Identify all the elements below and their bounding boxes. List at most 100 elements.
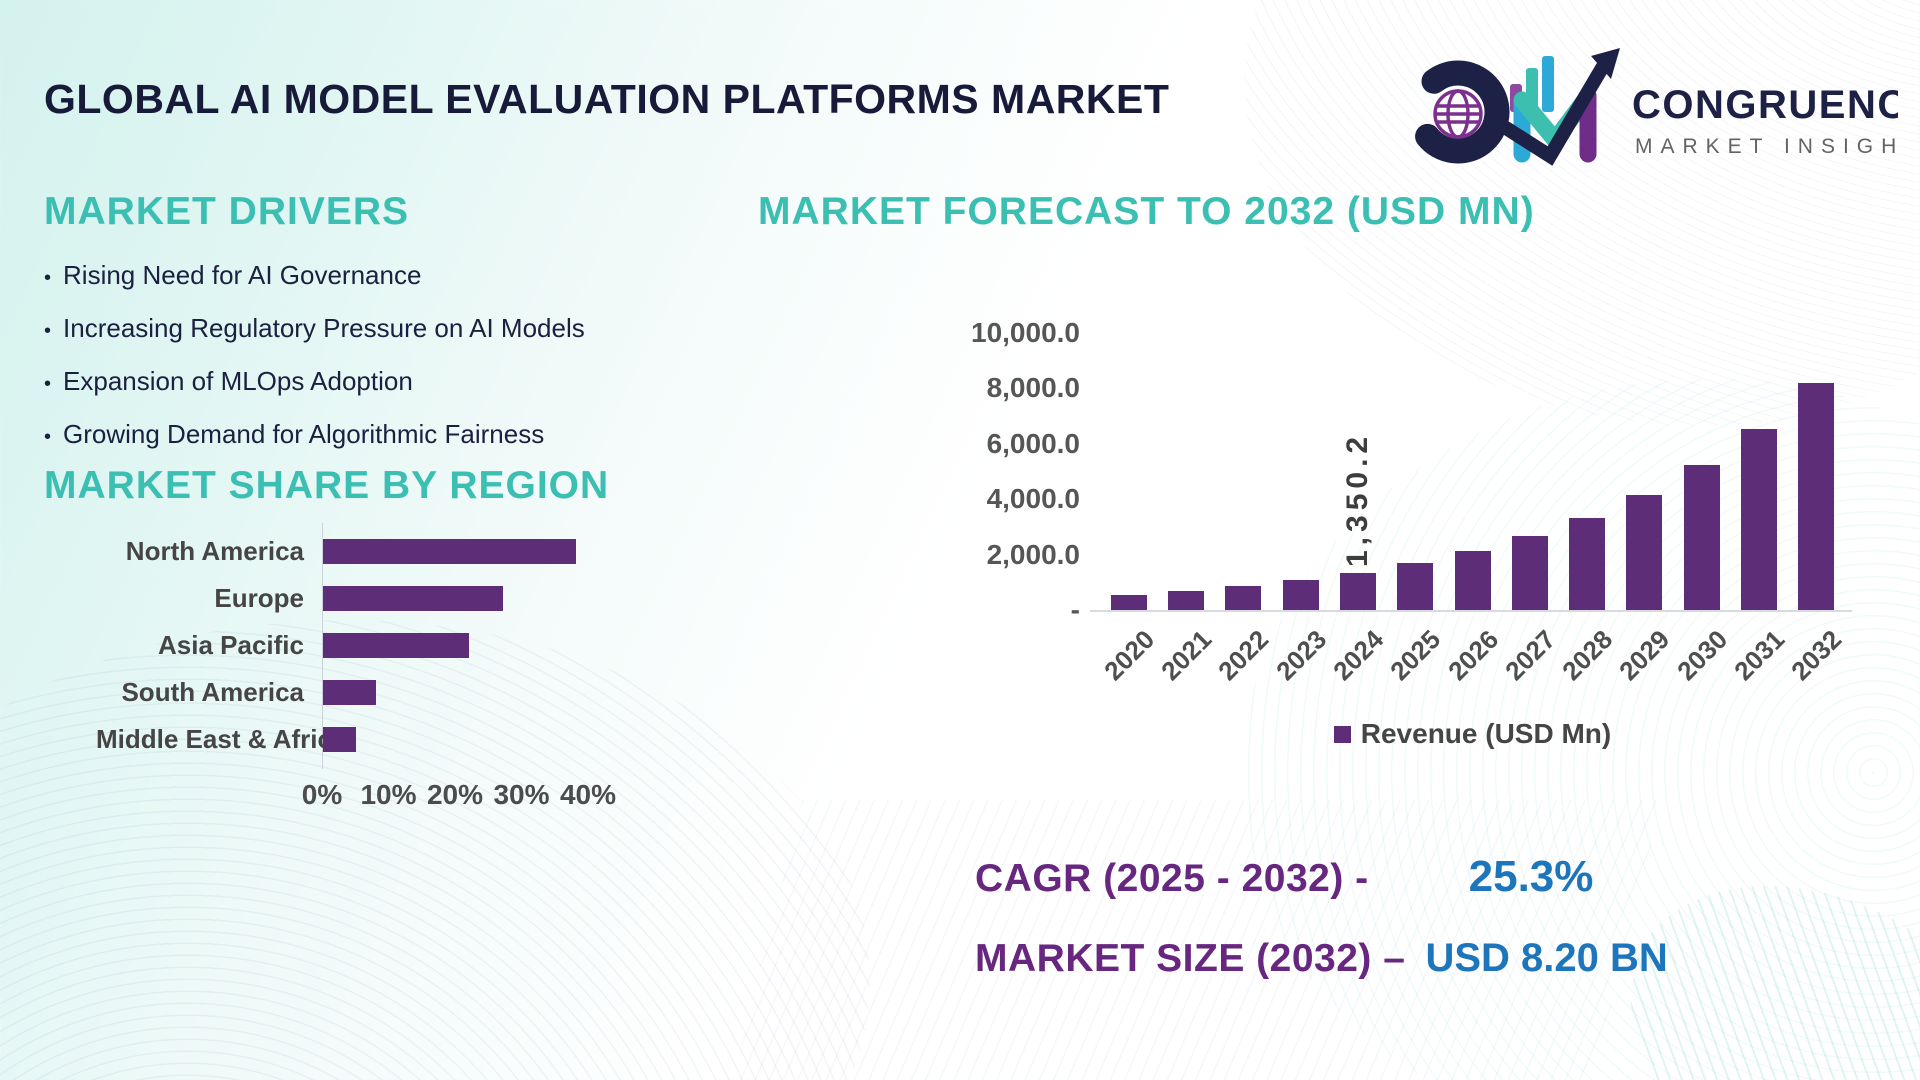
bullet-dot: •	[44, 320, 52, 342]
forecast-x-tick: 2029	[1613, 624, 1676, 687]
driver-item: • Growing Demand for Algorithmic Fairness	[44, 419, 704, 472]
bullet-dot: •	[44, 267, 52, 289]
logo-arrowhead	[1591, 48, 1620, 79]
forecast-x-tick: 2028	[1556, 624, 1619, 687]
legend-swatch	[1333, 725, 1351, 743]
forecast-x-tick: 2023	[1269, 624, 1332, 687]
congruence-logo: CONGRUENCE MARKET INSIGHTS	[1398, 36, 1920, 168]
forecast-x-tick: 2031	[1728, 624, 1791, 687]
driver-item: • Expansion of MLOps Adoption	[44, 366, 704, 419]
region-row: Europe	[96, 575, 716, 622]
market-forecast-heading: MARKET FORECAST TO 2032 (USD MN)	[758, 190, 1535, 233]
logo-m-mark	[1499, 61, 1609, 166]
region-axis-tick: 30%	[493, 779, 550, 810]
market-share-chart: North America Europe Asia Pacific South Ame…	[96, 523, 716, 827]
logo-c-mark	[1406, 60, 1510, 164]
bullet-dot: •	[44, 426, 52, 448]
forecast-bar-2026	[1454, 551, 1491, 610]
brand-name: CONGRUENCE	[1632, 83, 1898, 127]
region-chart-rows: North America Europe Asia Pacific South Ame…	[96, 528, 716, 763]
forecast-x-tick: 2021	[1155, 624, 1218, 687]
region-label: Middle East & Africa	[96, 724, 347, 754]
driver-text: Increasing Regulatory Pressure on AI Mod…	[63, 313, 585, 343]
forecast-y-tick: -	[1070, 594, 1080, 625]
forecast-bar-2022	[1225, 586, 1262, 610]
forecast-y-tick: 6,000.0	[986, 427, 1080, 459]
cagr-stat-line: CAGR (2025 - 2032) - 25.3%	[975, 852, 1593, 902]
forecast-x-tick: 2027	[1498, 624, 1562, 687]
market-size-value: USD 8.20 BN	[1425, 936, 1668, 980]
region-bar-track	[323, 727, 716, 752]
forecast-bar-2021	[1167, 590, 1204, 610]
logo-graphic: CONGRUENCE MARKET INSIGHTS	[1406, 48, 1920, 166]
cagr-value: 25.3%	[1468, 852, 1594, 901]
region-axis-tick: 10%	[360, 779, 417, 810]
forecast-x-tick: 2030	[1670, 624, 1733, 687]
forecast-y-tick: 4,000.0	[986, 483, 1080, 515]
region-axis-tick: 20%	[426, 779, 484, 810]
forecast-bar-2027	[1511, 536, 1548, 610]
market-size-stat-line: MARKET SIZE (2032) – USD 8.20 BN	[975, 936, 1668, 981]
page-title: GLOBAL AI MODEL EVALUATION PLATFORMS MAR…	[44, 76, 1170, 122]
region-bar	[323, 633, 470, 658]
forecast-y-tick: 10,000.0	[971, 317, 1080, 348]
forecast-bar-2029	[1626, 494, 1663, 610]
forecast-x-tick: 2020	[1097, 624, 1160, 687]
region-bar-track	[323, 586, 716, 611]
region-row: Asia Pacific	[96, 622, 716, 669]
forecast-y-tick: 8,000.0	[986, 372, 1080, 404]
market-drivers-heading: MARKET DRIVERS	[44, 190, 410, 233]
region-chart-axis-line	[322, 523, 323, 769]
driver-item: • Rising Need for AI Governance	[44, 260, 704, 313]
region-bar	[323, 727, 357, 752]
cagr-label: CAGR (2025 - 2032) -	[975, 857, 1369, 900]
driver-text: Growing Demand for Algorithmic Fairness	[63, 419, 545, 449]
brand-tagline: MARKET INSIGHTS	[1635, 135, 1898, 158]
globe-icon	[1433, 89, 1483, 139]
region-label: Europe	[214, 583, 304, 613]
driver-item: • Increasing Regulatory Pressure on AI Mo…	[44, 313, 704, 366]
market-size-label: MARKET SIZE (2032) –	[975, 937, 1406, 980]
forecast-baseline	[1090, 610, 1852, 612]
region-bar-track	[323, 680, 716, 705]
region-label: Asia Pacific	[158, 630, 304, 660]
forecast-legend: Revenue (USD Mn)	[1100, 718, 1845, 750]
forecast-y-tick: 2,000.0	[986, 538, 1080, 570]
forecast-bar-2032	[1798, 382, 1835, 610]
forecast-data-label: 1,350.2	[1340, 431, 1374, 567]
forecast-x-tick: 2022	[1212, 624, 1275, 687]
driver-text: Expansion of MLOps Adoption	[63, 366, 413, 396]
forecast-x-axis: 2020 2021 2022 2023 2024 2025 2026 2027 2028 2029…	[930, 250, 1890, 780]
region-bar-track	[323, 539, 716, 564]
forecast-bar-2020	[1110, 594, 1147, 610]
forecast-bar-2023	[1282, 580, 1319, 610]
market-share-heading: MARKET SHARE BY REGION	[44, 464, 610, 507]
forecast-plot-area	[1100, 333, 1845, 610]
forecast-y-axis: 10,000.0 8,000.0 6,000.0 4,000.0 2,000.0 -	[930, 250, 1080, 780]
forecast-x-tick: 2026	[1441, 624, 1504, 687]
forecast-bar-2025	[1397, 563, 1434, 610]
region-bar	[323, 680, 377, 705]
region-bar-track	[323, 633, 716, 658]
market-drivers-list: • Rising Need for AI Governance • Increasin…	[44, 260, 704, 472]
forecast-bar-2031	[1741, 428, 1778, 610]
region-axis-tick: 0%	[301, 779, 343, 810]
region-row: Middle East & Africa	[96, 716, 716, 763]
driver-text: Rising Need for AI Governance	[63, 260, 422, 290]
region-row: South America	[96, 669, 716, 716]
region-bar	[323, 586, 503, 611]
legend-label: Revenue (USD Mn)	[1360, 718, 1612, 749]
forecast-x-tick: 2032	[1785, 624, 1848, 687]
forecast-x-tick: 2024	[1326, 624, 1390, 687]
region-axis-tick: 40%	[559, 779, 617, 810]
bullet-dot: •	[44, 373, 52, 395]
region-chart-x-axis: 0% 10% 20% 30% 40%	[96, 779, 716, 815]
forecast-bar-2028	[1569, 517, 1606, 610]
forecast-bar-2024	[1339, 572, 1376, 610]
forecast-bar-2030	[1683, 465, 1720, 610]
market-forecast-chart: 10,000.0 8,000.0 6,000.0 4,000.0 2,000.0 - 20…	[930, 250, 1890, 780]
forecast-x-tick: 2025	[1384, 624, 1447, 687]
region-row: North America	[96, 528, 716, 575]
region-label: South America	[121, 677, 304, 707]
